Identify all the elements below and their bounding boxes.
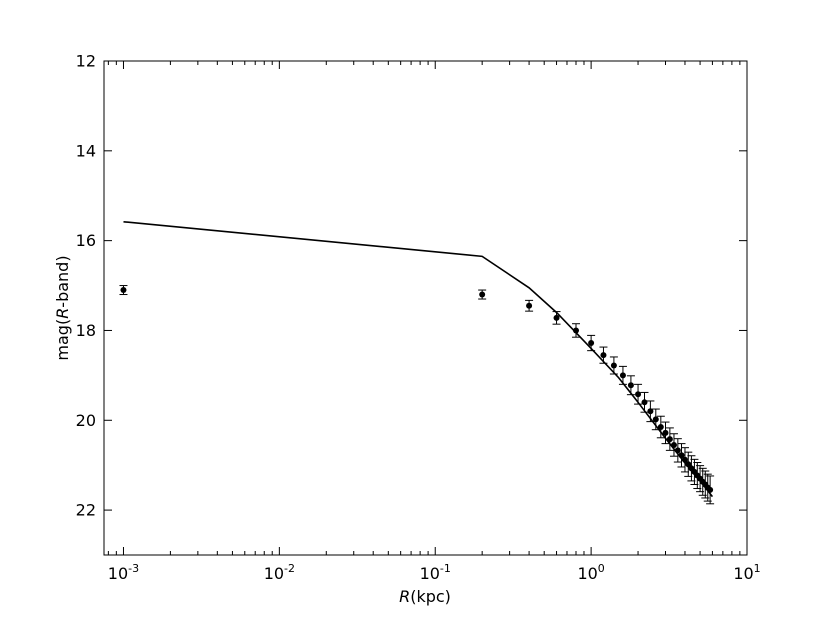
marker: [588, 340, 595, 347]
marker: [619, 372, 626, 379]
plot-area: [119, 220, 715, 505]
y-tick-label: 16: [76, 231, 96, 250]
marker: [647, 408, 654, 415]
x-tick-label: 101: [733, 562, 760, 583]
x-tick-labels: 10-3 10-2 10-1 100 101: [108, 562, 761, 583]
data-point: [656, 415, 665, 439]
plot-frame: [103, 60, 748, 556]
data-point: [618, 365, 627, 385]
y-tick-label: 18: [76, 321, 96, 340]
axis-ticks: [104, 60, 748, 555]
data-point: [626, 375, 635, 396]
x-tick-label: 10-2: [264, 562, 295, 583]
data-point: [525, 299, 534, 312]
marker: [652, 416, 659, 423]
data-point: [680, 447, 689, 473]
marker: [610, 362, 617, 369]
y-tick-labels: 12 14 16 18 20 22: [76, 52, 96, 520]
marker: [657, 424, 664, 431]
data-point: [119, 285, 128, 296]
y-tick-label: 12: [76, 52, 96, 71]
marker: [479, 291, 486, 298]
model-line: [123, 220, 714, 498]
marker: [635, 391, 642, 398]
y-axis-label-pre: mag(: [53, 319, 72, 361]
x-axis-label: R(kpc): [399, 587, 451, 606]
data-point: [661, 421, 670, 445]
data-point: [572, 323, 581, 338]
y-axis-label: mag(R-band): [53, 255, 72, 360]
marker: [600, 352, 607, 359]
x-tick-label: 10-3: [108, 562, 139, 583]
y-tick-label: 20: [76, 411, 96, 430]
data-point: [634, 383, 643, 405]
marker: [641, 399, 648, 406]
data-point: [609, 356, 618, 375]
data-point: [478, 289, 487, 300]
data-point: [640, 391, 649, 413]
marker: [627, 382, 634, 389]
x-axis-label-unit: (kpc): [410, 587, 451, 606]
y-axis-label-post: -band): [53, 255, 72, 307]
x-axis-label-var: R: [399, 587, 410, 606]
x-tick-label: 100: [577, 562, 604, 583]
y-tick-label: 14: [76, 141, 96, 160]
data-point: [665, 427, 674, 451]
marker: [553, 314, 560, 321]
x-tick-label: 10-1: [420, 562, 451, 583]
marker: [120, 287, 127, 294]
marker: [662, 429, 669, 436]
marker: [526, 302, 533, 309]
y-axis-label-var: R: [53, 308, 72, 319]
y-tick-label: 22: [76, 501, 96, 520]
